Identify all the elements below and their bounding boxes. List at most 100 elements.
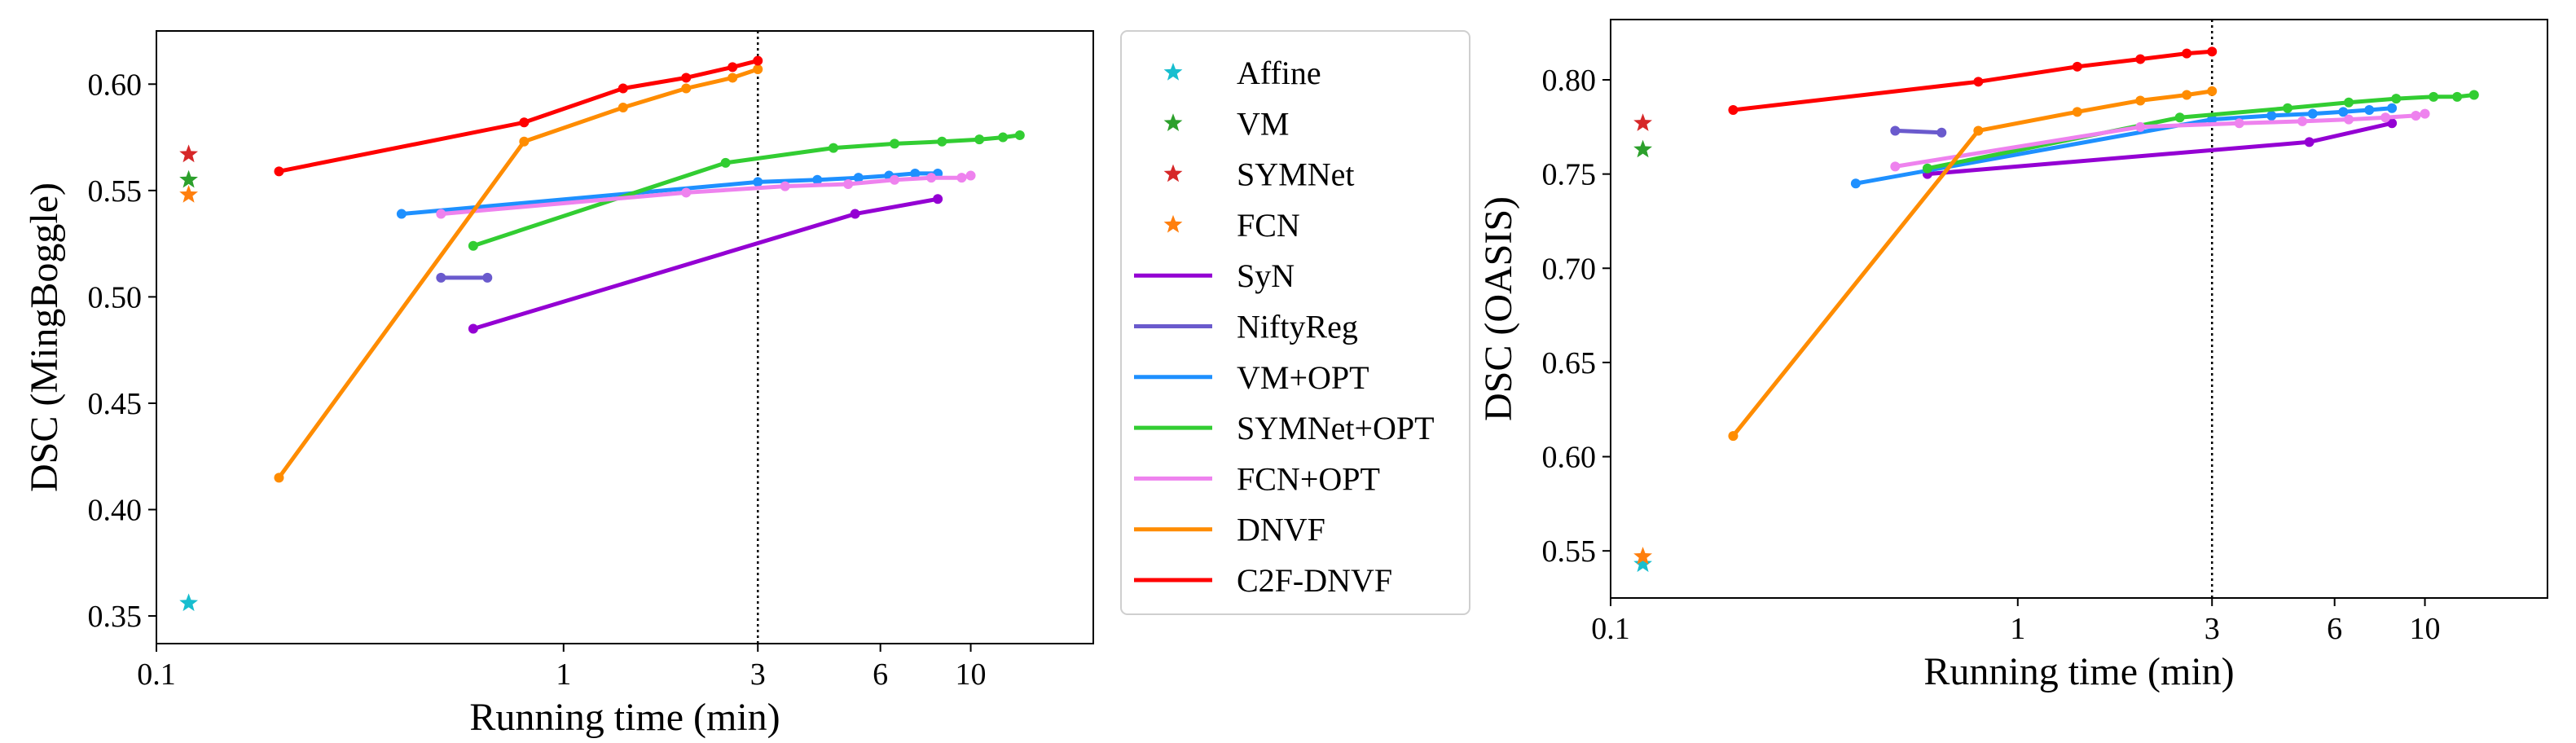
legend-marker-fcn [1163,214,1183,233]
data-point-symnet-plusopt [890,138,900,149]
legend-label-syn: SyN [1237,257,1295,294]
y-axis-title: DSC (MingBoggle) [23,182,66,492]
data-point-fcn-plusopt [681,187,692,198]
legend-marker-affine [1163,63,1183,81]
legend-label-fcn-plusopt: FCN+OPT [1237,460,1380,497]
data-point-c2f-dnvf [519,117,530,128]
star-point-affine [179,593,198,612]
data-point-vm-plusopt [396,209,407,219]
data-point-vm-plusopt [2307,108,2318,119]
data-point-c2f-dnvf [618,83,628,94]
data-point-c2f-dnvf [1728,105,1739,116]
data-point-symnet-plusopt [1014,130,1025,140]
plot-frame [156,30,1094,644]
legend-label-vm-plusopt: VM+OPT [1237,359,1369,396]
data-point-c2f-dnvf [274,166,284,177]
y-tick-label: 0.60 [88,68,143,102]
data-point-fcn-plusopt [2297,116,2308,126]
data-point-vm-plusopt [753,177,763,187]
data-point-dnvf [519,136,530,147]
data-point-symnet-plusopt [2429,91,2439,102]
y-tick-label: 0.55 [88,174,143,209]
legend-label-fcn: FCN [1237,207,1300,244]
data-point-niftyreg [436,272,446,283]
data-point-symnet-plusopt [720,157,731,168]
data-point-dnvf [2072,107,2082,117]
data-point-symnet-plusopt [2468,90,2479,100]
data-point-fcn-plusopt [2234,118,2244,129]
legend-label-affine: Affine [1237,55,1321,91]
data-point-symnet-plusopt [998,132,1009,143]
data-point-vm-plusopt [2364,105,2375,116]
data-point-c2f-dnvf [2135,54,2146,64]
data-point-fcn-plusopt [956,173,967,183]
y-axis-title: DSC (OASIS) [1477,196,1520,421]
data-point-dnvf [728,73,738,83]
data-point-fcn-plusopt [436,209,446,219]
data-point-symnet-plusopt [2391,94,2402,104]
data-point-vm-plusopt [1850,178,1861,189]
data-point-dnvf [1973,125,1984,136]
data-point-symnet-plusopt [2174,112,2185,123]
data-point-dnvf [2207,86,2218,96]
x-tick-label: 0.1 [137,657,176,692]
data-point-dnvf [681,83,692,94]
data-point-dnvf [274,473,284,483]
data-point-fcn-plusopt [2344,114,2354,125]
x-tick-label: 1 [2010,612,2025,646]
legend-label-dnvf: DNVF [1237,512,1325,548]
data-point-niftyreg [482,272,493,283]
legend-marker-symnet [1163,164,1183,182]
data-point-niftyreg [1890,125,1901,136]
data-point-symnet-plusopt [829,143,839,153]
data-point-c2f-dnvf [2182,48,2192,59]
data-point-symnet-plusopt [2344,97,2354,108]
y-tick-label: 0.35 [88,600,143,634]
y-tick-label: 0.50 [88,280,143,314]
series-line-fcn-plusopt [1894,112,2426,169]
star-point-symnet [1633,113,1652,131]
data-point-c2f-dnvf [1973,77,1984,87]
data-point-symnet-plusopt [974,134,985,145]
legend-label-symnet-plusopt: SYMNet+OPT [1237,410,1435,446]
data-point-dnvf [1728,431,1739,442]
legend-label-symnet: SYMNet [1237,156,1354,193]
panel-mingboggle: 0.1 1 3 6 10 0.35 0.40 0.45 0.50 0.55 0.60 Running … [23,30,1094,739]
series-line-syn [473,196,939,331]
series-line-fcn-plusopt [441,174,972,217]
data-point-symnet-plusopt [2283,103,2293,113]
data-point-c2f-dnvf [753,55,763,66]
y-tick-label: 0.55 [1542,534,1597,569]
series-line-dnvf [277,67,758,479]
data-point-syn [468,323,478,334]
series-line-niftyreg [1895,128,1942,135]
data-point-c2f-dnvf [681,73,692,83]
data-point-fcn-plusopt [843,179,854,189]
x-axis-title: Running time (min) [1923,650,2234,693]
data-point-fcn-plusopt [890,174,900,185]
plot-frame [1610,19,2548,599]
data-point-syn [2387,118,2398,129]
legend-label-vm: VM [1237,105,1289,142]
y-tick-label: 0.65 [1542,346,1597,380]
data-point-fcn-plusopt [2135,121,2146,132]
data-point-fcn-plusopt [965,170,976,181]
x-tick-label: 0.1 [1591,612,1630,646]
data-point-fcn-plusopt [2420,108,2430,119]
x-tick-label: 6 [873,657,888,692]
data-point-dnvf [2182,90,2192,100]
data-point-syn [2304,137,2314,147]
data-point-fcn-plusopt [2380,112,2391,123]
data-point-vm-plusopt [2387,103,2398,113]
panel-oasis: 0.1 1 3 6 10 0.55 0.60 0.65 0.70 0.75 0.80 Running … [1477,19,2548,693]
star-point-vm [1633,139,1652,158]
x-tick-label: 3 [2205,612,2220,646]
data-point-niftyreg [1936,127,1947,138]
data-point-vm-plusopt [2266,110,2277,121]
y-tick-label: 0.80 [1542,64,1597,98]
data-point-symnet-plusopt [468,240,478,251]
legend: Affine VM SYMNet FCN SyN NiftyReg VM+OPT SYMNet… [1120,30,1470,615]
star-point-vm [179,169,198,188]
data-point-vm-plusopt [2338,107,2349,117]
